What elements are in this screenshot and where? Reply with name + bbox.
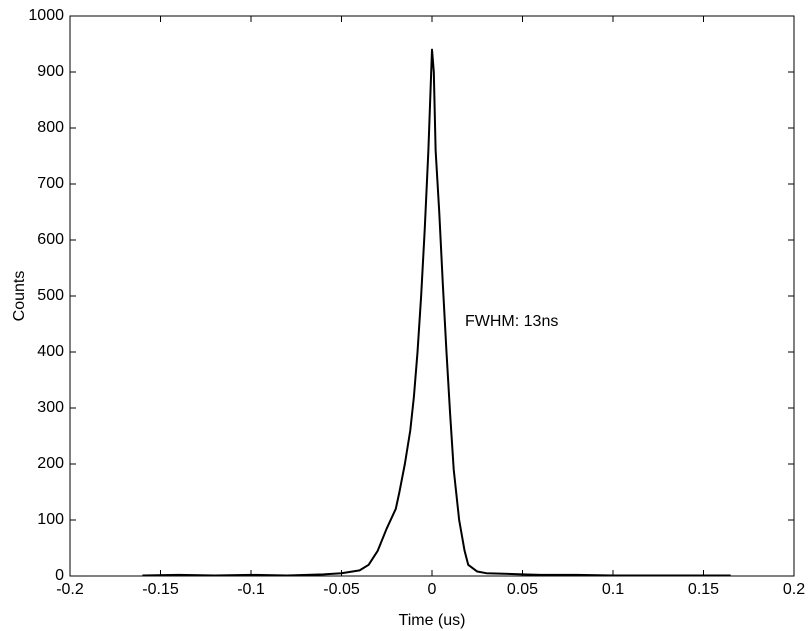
y-tick-label: 500: [37, 287, 64, 304]
y-tick-label: 300: [37, 399, 64, 416]
y-tick-label: 400: [37, 343, 64, 360]
y-tick-label: 900: [37, 63, 64, 80]
data-line: [142, 48, 731, 577]
y-tick-label: 200: [37, 455, 64, 472]
x-tick-label: -0.15: [142, 581, 179, 598]
y-tick-label: 1000: [28, 7, 64, 24]
y-tick-label: 0: [55, 567, 64, 584]
x-tick-label: -0.1: [237, 581, 265, 598]
x-tick-label: 0.15: [688, 581, 719, 598]
y-tick-label: 100: [37, 511, 64, 528]
x-tick-label: 0.1: [602, 581, 624, 598]
x-tick-label: 0: [428, 581, 437, 598]
y-axis-label: Counts: [11, 271, 28, 322]
x-tick-label: -0.05: [323, 581, 360, 598]
x-tick-label: 0.05: [507, 581, 538, 598]
y-tick-label: 800: [37, 119, 64, 136]
y-tick-label: 700: [37, 175, 64, 192]
annotation: FWHM: 13ns: [465, 313, 558, 330]
y-tick-label: 600: [37, 231, 64, 248]
plot-frame: [69, 15, 795, 577]
x-tick-label: -0.2: [56, 581, 84, 598]
x-tick-label: 0.2: [783, 581, 805, 598]
x-axis-label: Time (us): [399, 612, 466, 629]
